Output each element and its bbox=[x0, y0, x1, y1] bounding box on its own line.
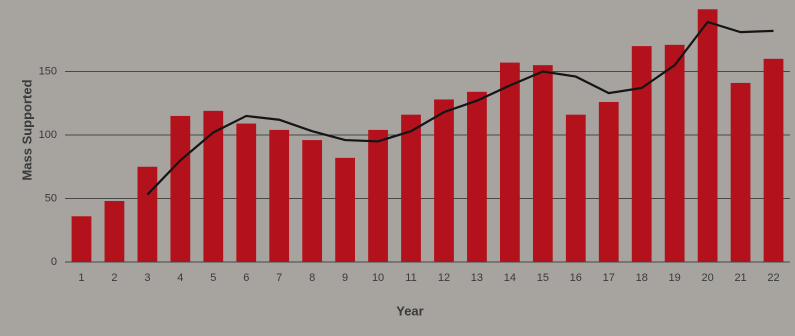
bar bbox=[236, 123, 257, 262]
line bbox=[146, 20, 774, 196]
bar bbox=[335, 157, 355, 262]
x-tick-label: 9 bbox=[342, 272, 348, 284]
x-tick-label: 14 bbox=[504, 272, 516, 284]
x-tick-label: 10 bbox=[372, 272, 384, 284]
bar bbox=[302, 140, 323, 262]
x-tick-label: 3 bbox=[144, 272, 150, 284]
x-tick-label: 12 bbox=[438, 272, 450, 284]
bar bbox=[269, 129, 290, 262]
bar bbox=[170, 115, 191, 262]
bar bbox=[137, 166, 158, 262]
x-tick-label: 17 bbox=[603, 272, 615, 284]
x-tick-label: 18 bbox=[636, 272, 648, 284]
x-axis-title: Year bbox=[396, 303, 423, 318]
x-tick-label: 2 bbox=[111, 272, 117, 284]
bar bbox=[565, 114, 586, 263]
x-tick-label: 22 bbox=[767, 272, 779, 284]
bar bbox=[598, 101, 619, 262]
bar bbox=[763, 58, 784, 262]
x-tick-label: 5 bbox=[210, 272, 216, 284]
bar bbox=[532, 65, 553, 263]
bar bbox=[434, 99, 454, 262]
x-tick-label: 15 bbox=[537, 272, 549, 284]
y-axis-title: Mass Supported bbox=[19, 79, 34, 180]
x-tick-label: 11 bbox=[405, 272, 416, 284]
y-tick-label: 150 bbox=[39, 65, 57, 77]
bar bbox=[664, 44, 685, 262]
x-tick-label: 19 bbox=[669, 272, 681, 284]
bar bbox=[203, 110, 224, 263]
bar bbox=[631, 46, 652, 262]
x-tick-label: 20 bbox=[701, 272, 713, 284]
x-tick-label: 7 bbox=[276, 272, 282, 284]
bar bbox=[467, 91, 487, 262]
x-tick-label: 4 bbox=[177, 272, 183, 284]
bar bbox=[71, 216, 92, 262]
x-tick-label: 21 bbox=[734, 272, 746, 284]
bar bbox=[368, 129, 388, 262]
bar bbox=[500, 62, 520, 262]
y-tick-label: 0 bbox=[51, 256, 57, 268]
bar bbox=[401, 114, 421, 263]
bar bbox=[730, 82, 751, 263]
x-tick-label: 13 bbox=[471, 272, 483, 284]
x-tick-label: 1 bbox=[78, 272, 84, 284]
x-tick-label: 8 bbox=[309, 272, 315, 284]
x-tick-label: 6 bbox=[243, 272, 249, 284]
y-tick-label: 100 bbox=[39, 129, 57, 141]
bar bbox=[697, 9, 718, 262]
x-tick-label: 16 bbox=[570, 272, 582, 284]
y-tick-label: 50 bbox=[45, 192, 57, 204]
bar bbox=[104, 201, 125, 262]
